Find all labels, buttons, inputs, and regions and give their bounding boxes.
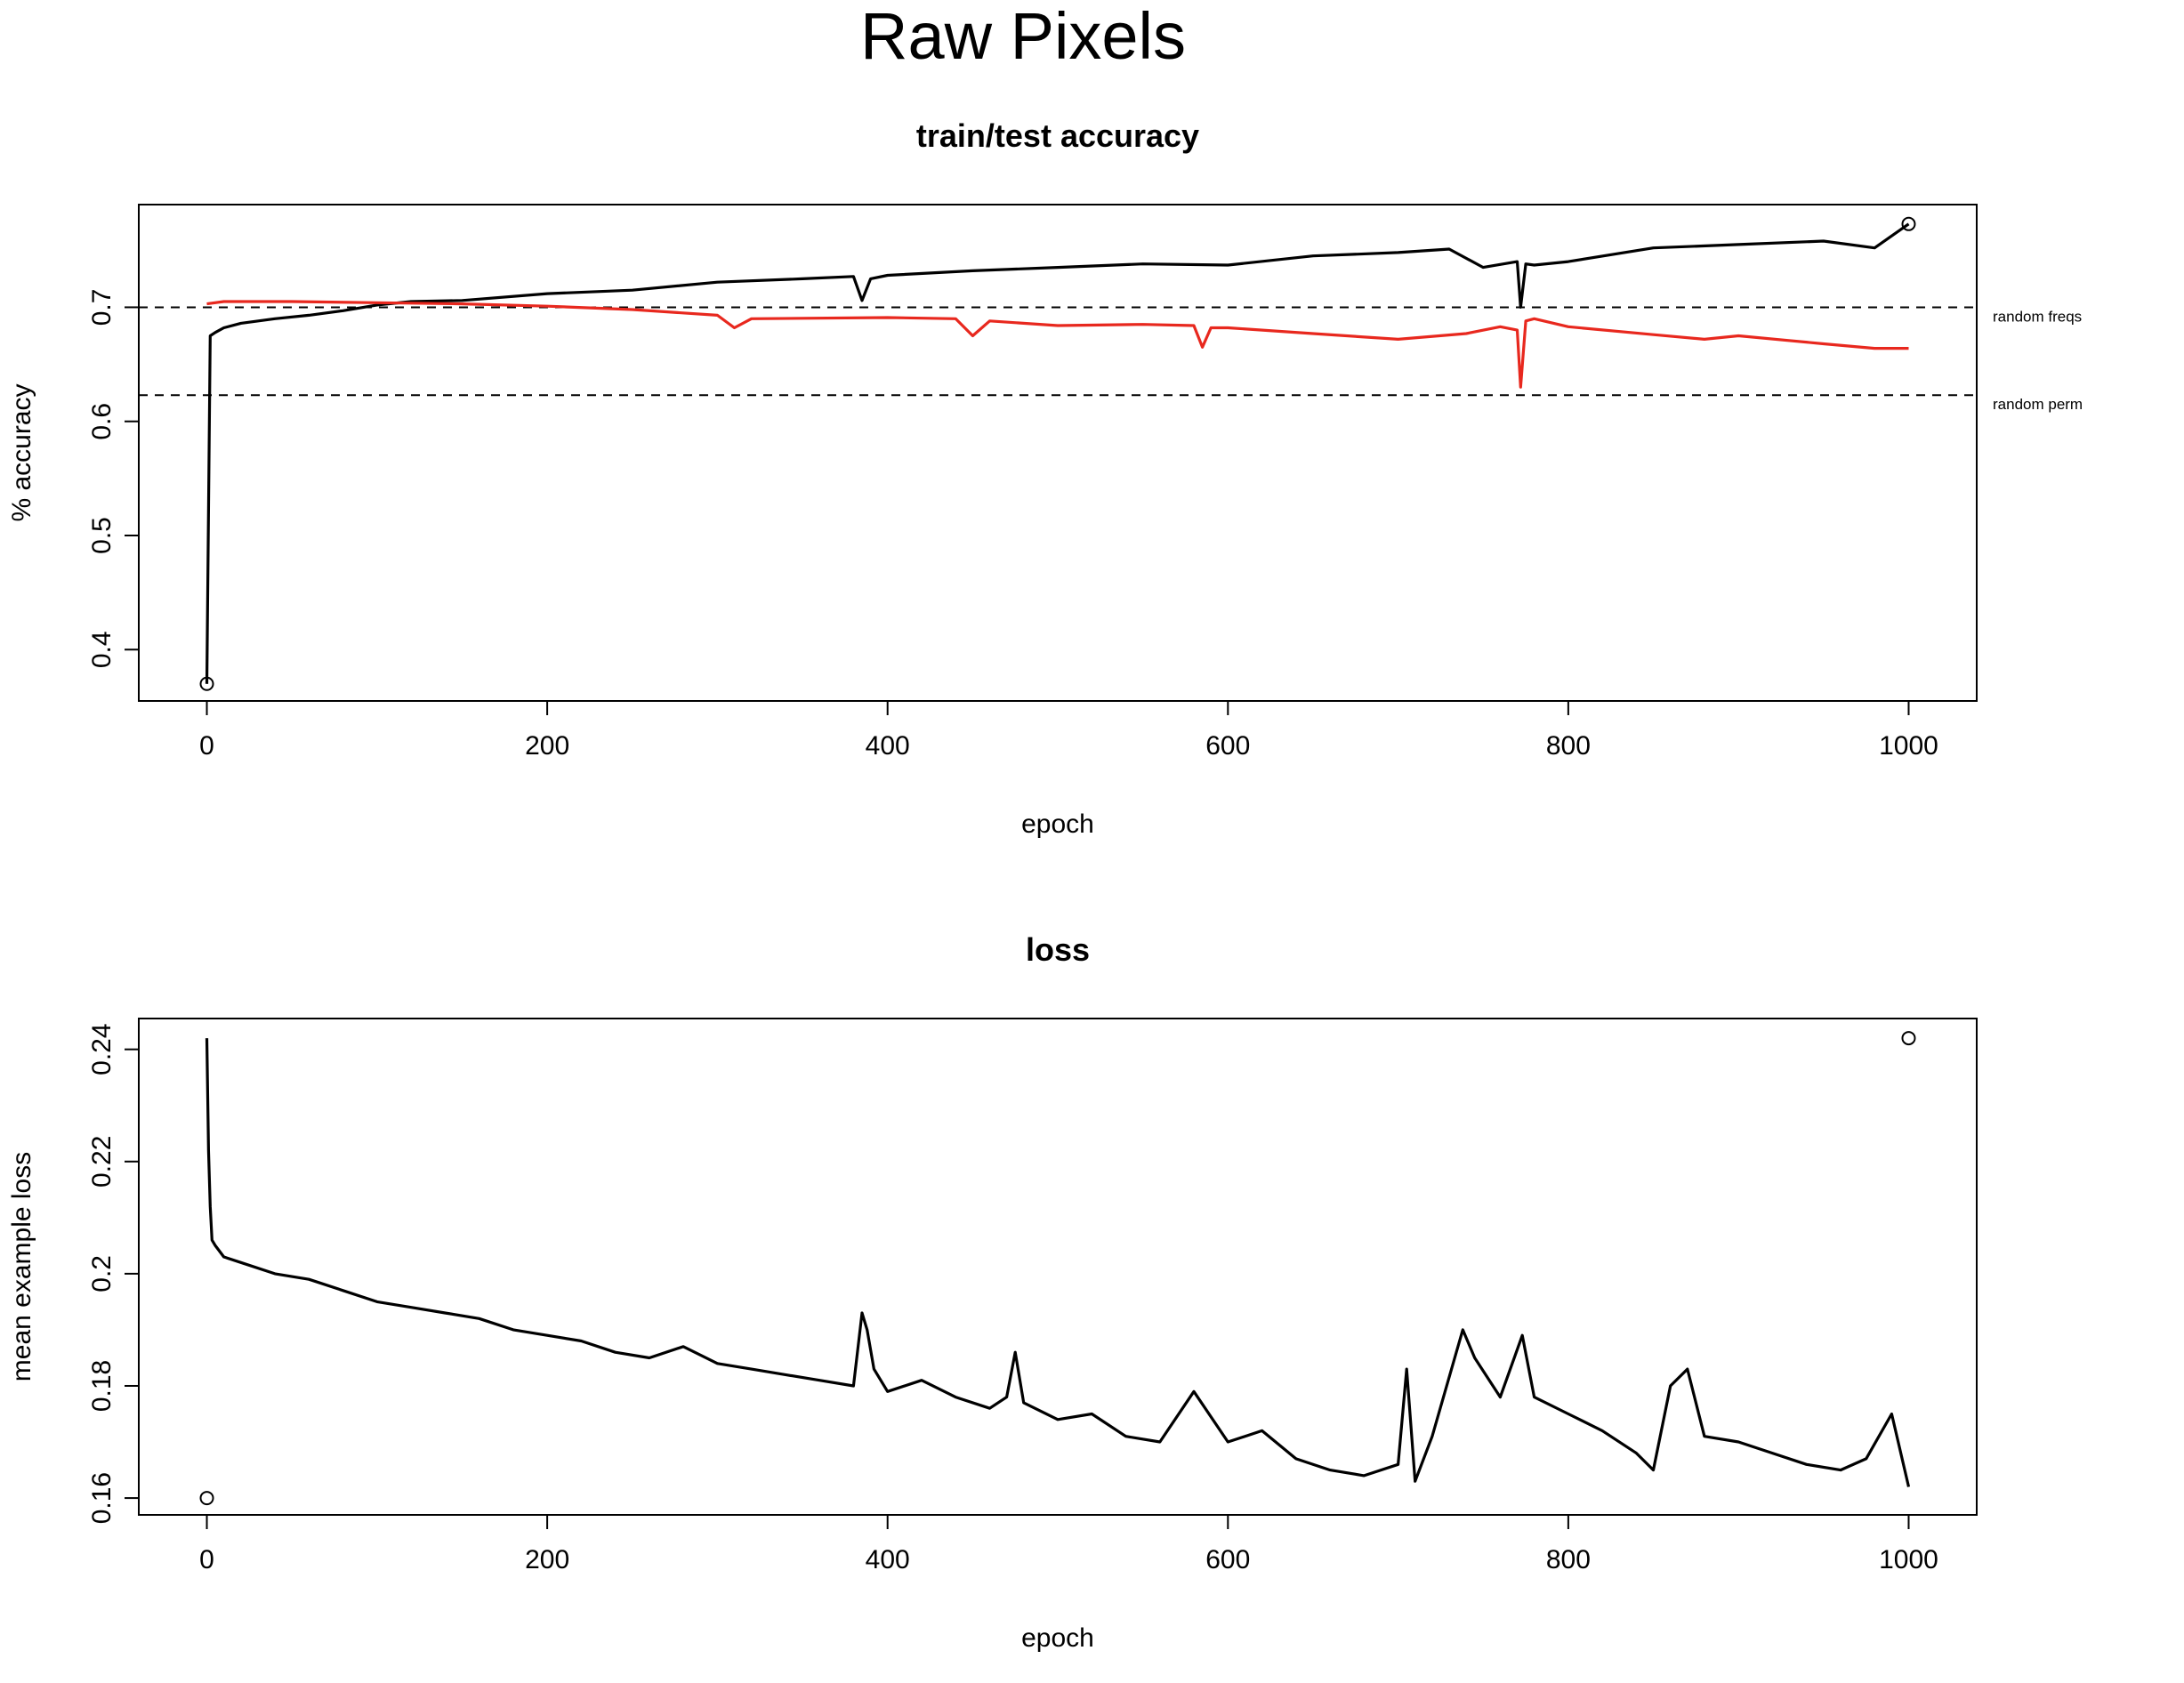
x-tick-label: 800 xyxy=(1546,731,1591,761)
x-tick-label: 200 xyxy=(525,731,569,761)
loss-x-axis-label: epoch xyxy=(1021,1623,1094,1653)
endpoint-marker xyxy=(1901,216,1916,231)
y-tick-label: 0.2 xyxy=(87,1255,117,1292)
endpoint-marker xyxy=(199,676,214,691)
figure-title: Raw Pixels xyxy=(860,0,1186,73)
x-tick-label: 0 xyxy=(199,731,214,761)
loss-endpoint-markers xyxy=(199,1031,1916,1506)
accuracy-x-axis: 0 200 400 600 800 1000 xyxy=(199,700,1938,761)
loss-y-axis: 0.16 0.18 0.2 0.22 0.24 xyxy=(87,1023,140,1524)
loss-x-axis: 0 200 400 600 800 1000 xyxy=(199,1514,1938,1574)
accuracy-y-axis-label: % accuracy xyxy=(7,383,36,521)
y-tick-label: 0.18 xyxy=(87,1360,117,1412)
x-tick-label: 200 xyxy=(525,1545,569,1574)
accuracy-endpoint-markers xyxy=(199,216,1916,691)
loss-plot-frame xyxy=(138,1018,1978,1516)
accuracy-series xyxy=(205,222,1910,684)
series-line-1 xyxy=(205,1038,1911,1487)
loss-series xyxy=(205,1038,1911,1487)
series-line-1 xyxy=(205,222,1910,684)
y-tick-label: 0.5 xyxy=(87,517,117,554)
reference-line-label: random freqs xyxy=(1993,308,2082,325)
loss-y-axis-label: mean example loss xyxy=(7,1152,36,1381)
endpoint-marker xyxy=(1901,1031,1916,1046)
accuracy-y-axis: 0.4 0.5 0.6 0.7 xyxy=(87,289,140,668)
y-tick-label: 0.6 xyxy=(87,403,117,440)
endpoint-marker xyxy=(199,1491,214,1506)
y-tick-label: 0.4 xyxy=(87,631,117,668)
x-tick-label: 1000 xyxy=(1879,731,1938,761)
x-tick-label: 600 xyxy=(1205,731,1250,761)
x-tick-label: 400 xyxy=(866,731,910,761)
accuracy-reference-lines: random freqs random perm xyxy=(139,306,2083,413)
accuracy-panel-title: train/test accuracy xyxy=(916,117,1199,154)
accuracy-panel: train/test accuracy random freqs random p… xyxy=(7,117,2083,839)
series-line-2 xyxy=(206,300,1909,389)
y-tick-label: 0.7 xyxy=(87,289,117,326)
reference-line-label: random perm xyxy=(1993,396,2083,413)
x-tick-label: 0 xyxy=(199,1545,214,1574)
x-tick-label: 400 xyxy=(866,1545,910,1574)
y-tick-label: 0.24 xyxy=(87,1023,117,1075)
accuracy-plot-frame xyxy=(138,204,1978,702)
y-tick-label: 0.22 xyxy=(87,1136,117,1188)
loss-panel: loss 0 200 400 600 800 1000 0.160.180.20.220.… xyxy=(7,931,1978,1653)
x-tick-label: 600 xyxy=(1205,1545,1250,1574)
x-tick-label: 800 xyxy=(1546,1545,1591,1574)
y-tick-label: 0.16 xyxy=(87,1472,117,1524)
accuracy-x-axis-label: epoch xyxy=(1021,809,1094,839)
x-tick-label: 1000 xyxy=(1879,1545,1938,1574)
loss-panel-title: loss xyxy=(1026,931,1090,968)
